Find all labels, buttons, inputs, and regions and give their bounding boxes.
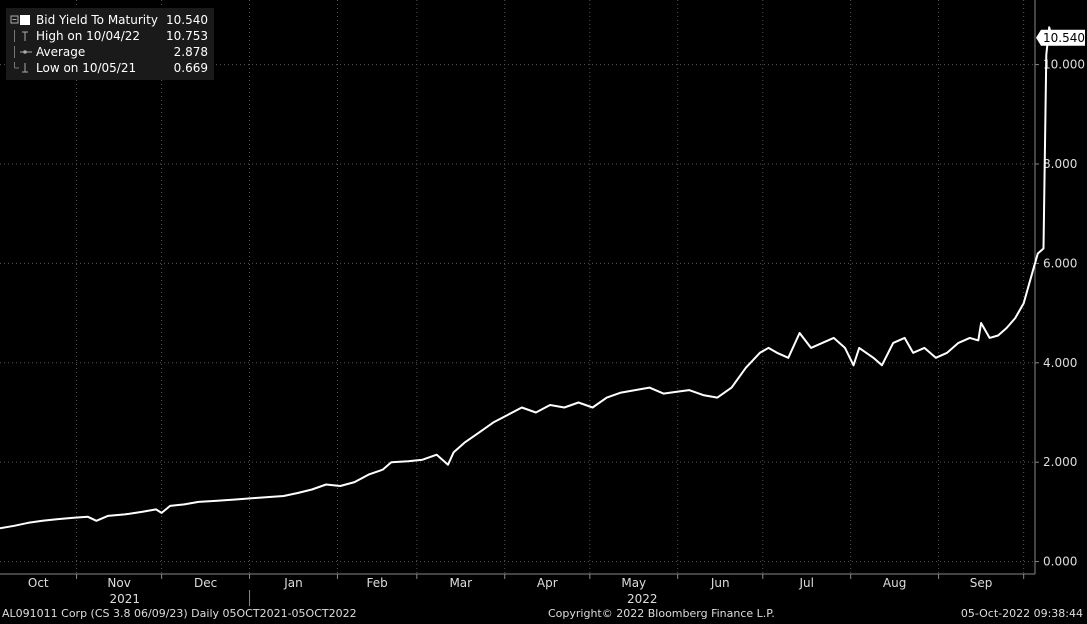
series-swatch-icon [20,15,30,25]
x-axis-month-labels: Oct Nov Dec Jan Feb Mar Apr May Jun Jul Aug Sep [28,574,1025,590]
average-marker-icon [14,46,32,58]
x-month-label: Sep [970,576,993,590]
y-tick-label: 8.000 [1043,157,1077,171]
x-month-label: Dec [194,576,217,590]
y-tick-label: 4.000 [1043,356,1077,370]
x-month-label: May [621,576,646,590]
legend-box: Bid Yield To Maturity 10.540 High on 10/… [6,8,214,80]
footer-timestamp: 05-Oct-2022 09:38:44 [960,607,1083,620]
legend-row-high: High on 10/04/22 10.753 [6,28,214,44]
legend-average-value: 2.878 [173,45,208,59]
x-month-label: Mar [449,576,472,590]
x-month-label: Jan [283,576,303,590]
legend-series-value: 10.540 [166,13,208,27]
x-month-label: Apr [537,576,558,590]
x-month-label: Aug [883,576,906,590]
y-tick-label: 10.000 [1043,58,1085,72]
x-month-label: Jul [798,576,813,590]
last-value-tag-shape [1036,29,1085,46]
y-tick-label: 0.000 [1043,555,1077,569]
x-year-label: 2021 [109,592,140,606]
legend-average-label: Average [36,45,86,59]
footer-security-info: AL091011 Corp (CS 3.8 06/09/23) Daily 05… [2,607,357,620]
y-tick-label: 2.000 [1043,455,1077,469]
y-tick-label: 6.000 [1043,256,1077,270]
legend-low-value: 0.669 [173,61,208,75]
last-value-tag: 10.540 [1036,29,1085,46]
plot-area [0,0,1035,574]
x-month-label: Jun [710,576,730,590]
legend-series-label: Bid Yield To Maturity [36,13,158,27]
last-value-tag-text: 10.540 [1043,31,1085,45]
x-year-label: 2022 [627,592,658,606]
x-month-label: Nov [107,576,130,590]
legend-high-label: High on 10/04/22 [36,29,141,43]
footer-copyright: Copyright© 2022 Bloomberg Finance L.P. [548,607,775,620]
x-axis-year-labels: 2021 2022 [109,590,658,606]
high-marker-icon [14,30,28,42]
low-marker-icon [14,62,28,73]
series-line-bid-yield [0,26,1053,530]
legend-row-average: Average 2.878 [6,44,214,60]
collapse-box-icon[interactable] [10,14,32,26]
legend-row-low: Low on 10/05/21 0.669 [6,60,214,76]
x-month-label: Oct [28,576,49,590]
x-month-label: Feb [367,576,388,590]
legend-low-label: Low on 10/05/21 [36,61,137,75]
legend-row-series: Bid Yield To Maturity 10.540 [6,12,214,28]
legend-high-value: 10.753 [166,29,208,43]
y-axis-labels: 0.000 2.000 4.000 6.000 8.000 10.000 [1035,58,1085,569]
